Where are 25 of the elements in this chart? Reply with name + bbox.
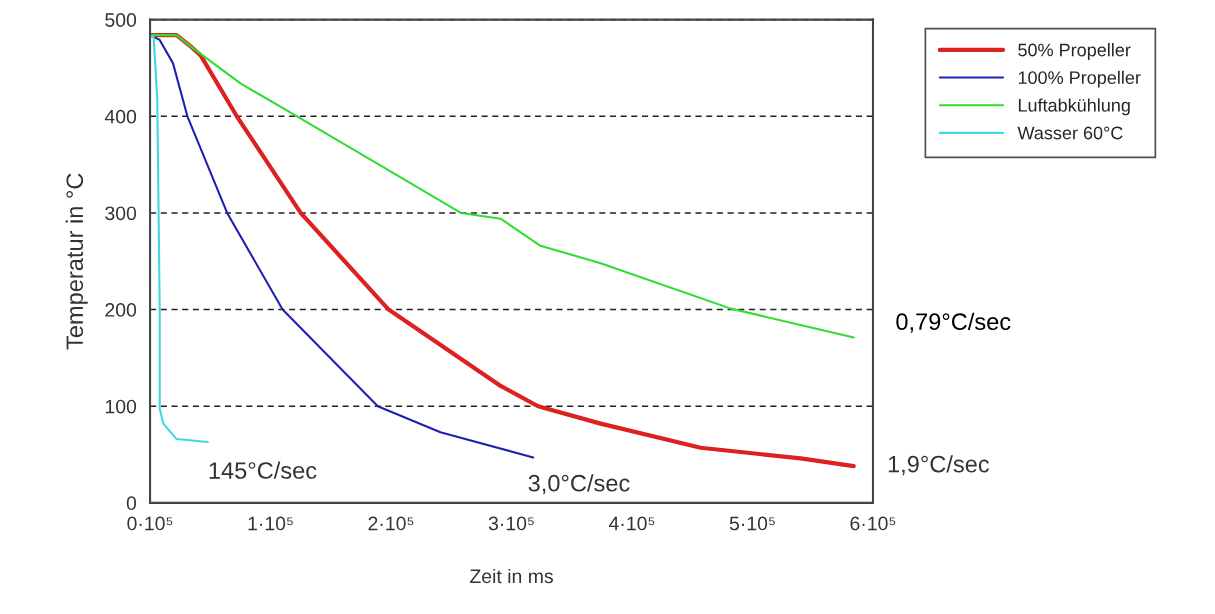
annotation: 145°C/sec [209,461,317,479]
annotation: 3,0°C/sec [528,474,630,495]
line-series [150,34,855,339]
legend-label: Luftabkühlung [1018,98,1130,116]
annotation: 1,9°C/sec [888,455,990,476]
y-tick-label: 0 [126,496,137,511]
x-tick-label: 0·10⁵ [127,516,173,531]
legend-label: 50% Propeller [1018,43,1131,60]
x-tick-label: 1·10⁵ [248,516,293,531]
x-tick-label: 5·10⁵ [729,516,775,531]
legend-label: 100% Propeller [1018,70,1141,88]
x-tick-label: 6·10⁵ [850,516,896,531]
y-tick-label: 200 [105,303,137,317]
x-tick-label: 3·10⁵ [488,516,534,531]
annotation: 0,79°C/sec [896,312,1011,333]
x-tick-label: 2·10⁵ [368,516,414,531]
y-tick-label: 100 [105,399,137,414]
legend-label: Wasser 60°C [1017,126,1123,140]
x-tick-label: 4·10⁵ [608,516,655,531]
y-axis-title: Temperatur in °C [65,173,88,350]
y-tick-label: 400 [104,109,137,124]
x-axis-title: Zeit in ms [470,568,553,584]
y-tick-label: 300 [105,206,137,221]
line-series [150,34,209,444]
y-tick-label: 500 [105,13,137,27]
